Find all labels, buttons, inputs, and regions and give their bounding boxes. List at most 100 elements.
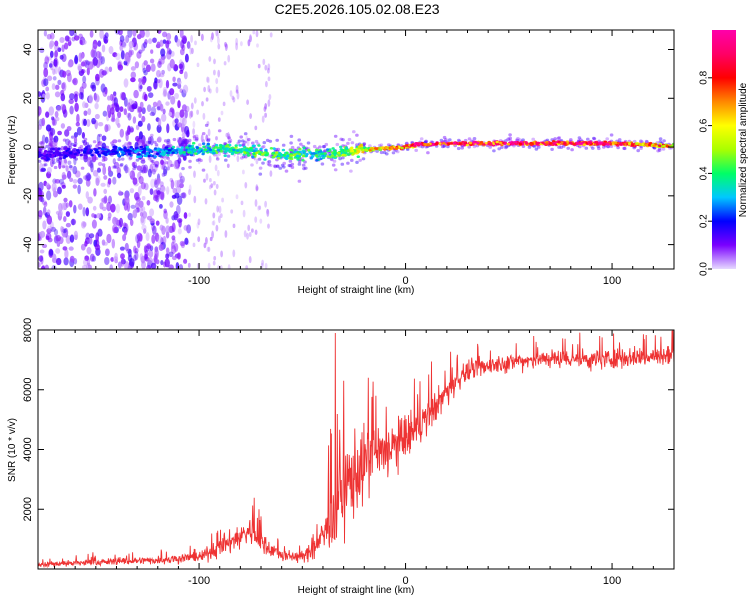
- spectrogram-cell: [218, 143, 223, 147]
- spectrogram-cell: [254, 147, 258, 151]
- spectrogram-cell: [400, 146, 404, 150]
- spectrogram-cell: [95, 175, 101, 184]
- spectrogram-cell: [117, 30, 123, 36]
- spectrogram-cell: [155, 152, 159, 156]
- spectrogram-cell: [527, 145, 532, 149]
- spectrogram-cell: [155, 79, 161, 84]
- spectrogram-cell: [196, 62, 200, 68]
- spectrogram-cell: [163, 165, 168, 175]
- spectrogram-cell: [257, 205, 260, 211]
- spectrogram-cell: [54, 178, 61, 184]
- spectrogram-cell: [281, 143, 286, 147]
- spectrogram-cell: [298, 147, 302, 151]
- spectrogram-cell: [80, 221, 87, 229]
- spectrogram-cell: [198, 143, 202, 147]
- spectrogram-cell: [61, 82, 66, 90]
- spectrogram-cell: [64, 35, 70, 42]
- spectrogram-cell: [38, 262, 41, 268]
- spectrogram-cell: [214, 164, 218, 172]
- spectrogram-cell: [318, 145, 322, 149]
- spectrogram-cell: [192, 120, 196, 129]
- spectrogram-cell: [199, 158, 203, 163]
- spectrogram-cell: [508, 133, 512, 137]
- spectrogram-cell: [355, 160, 359, 164]
- spectrogram-cell: [215, 78, 219, 85]
- spectrogram-cell: [197, 157, 202, 161]
- spectrogram-cell: [46, 228, 52, 234]
- spectrogram-cell: [139, 253, 144, 261]
- spectrogram-cell: [648, 141, 653, 145]
- spectrogram-cell: [43, 30, 48, 37]
- spectrogram-cell: [135, 124, 140, 131]
- spectrogram-cell: [87, 108, 92, 116]
- spectrogram-cell: [267, 160, 272, 164]
- spectrogram-cell: [277, 153, 281, 157]
- spectrogram-cell: [171, 194, 177, 199]
- spectrogram-cell: [259, 147, 263, 151]
- spectrogram-cell: [346, 161, 350, 165]
- spectrogram-cell: [84, 255, 90, 262]
- spectrogram-cell: [92, 170, 99, 177]
- spectrogram-cell: [52, 187, 57, 197]
- spectrogram-cell: [215, 86, 219, 94]
- spectrogram-cell: [137, 153, 141, 156]
- spectrogram-cell: [42, 156, 46, 160]
- spectrogram-cell: [88, 144, 92, 148]
- spectrogram-cell: [137, 185, 142, 196]
- spectrogram-xtick-label: 0: [402, 275, 408, 287]
- spectrogram-cell: [184, 237, 189, 245]
- spectrogram-cell: [297, 138, 302, 142]
- spectrogram-cell: [192, 242, 196, 248]
- spectrogram-ytick-label: -20: [22, 188, 34, 204]
- spectrogram-cell: [325, 148, 330, 151]
- spectrogram-cell: [579, 142, 584, 145]
- spectrogram-cell: [101, 44, 106, 53]
- spectrogram-cell: [107, 212, 112, 219]
- spectrogram-cell: [47, 225, 53, 231]
- spectrogram-cell: [93, 188, 97, 197]
- spectrogram-cell: [181, 122, 185, 128]
- spectrogram-cell: [134, 247, 139, 254]
- spectrogram-cell: [85, 142, 90, 146]
- spectrogram-cell: [119, 128, 125, 138]
- spectrogram-cell: [124, 164, 129, 174]
- spectrogram-cell: [184, 149, 189, 152]
- spectrogram-cell: [452, 141, 457, 145]
- spectrogram-cell: [53, 58, 58, 67]
- spectrogram-cell: [236, 155, 240, 163]
- spectrogram-cell: [43, 163, 48, 167]
- spectrogram-cell: [166, 32, 172, 41]
- spectrogram-cell: [273, 164, 277, 168]
- spectrogram-cell: [38, 255, 44, 262]
- spectrogram-cell: [187, 262, 191, 268]
- spectrogram-cell: [80, 149, 84, 152]
- spectrogram-cell: [195, 158, 200, 162]
- spectrogram-cell: [73, 204, 77, 214]
- spectrogram-cell: [176, 179, 181, 188]
- spectrogram-cell: [38, 181, 44, 192]
- spectrogram-cell: [639, 139, 643, 143]
- spectrogram-cell: [136, 51, 142, 59]
- spectrogram-cell: [203, 86, 207, 93]
- spectrogram-cell: [379, 150, 384, 155]
- spectrogram-cell: [158, 204, 163, 209]
- spectrogram-cell: [183, 153, 187, 156]
- spectrogram-cell: [179, 143, 184, 147]
- spectrogram-cell: [42, 163, 47, 167]
- spectrogram-cell: [138, 131, 143, 140]
- spectrogram-cell: [159, 181, 164, 187]
- spectrogram-cell: [183, 212, 188, 219]
- spectrogram-cell: [102, 241, 108, 246]
- spectrogram-cell: [146, 264, 152, 269]
- spectrogram-cell: [314, 150, 319, 154]
- spectrogram-cell: [127, 102, 131, 112]
- spectrogram-cell: [65, 202, 69, 208]
- spectrogram-cell: [73, 136, 78, 144]
- spectrogram-cell: [212, 220, 216, 226]
- spectrogram-cell: [394, 147, 398, 150]
- spectrogram-cell: [92, 43, 98, 50]
- spectrogram-cell: [147, 257, 153, 264]
- spectrogram-cell: [171, 222, 176, 233]
- spectrogram-cell: [171, 145, 176, 149]
- spectrogram-cell: [259, 151, 263, 154]
